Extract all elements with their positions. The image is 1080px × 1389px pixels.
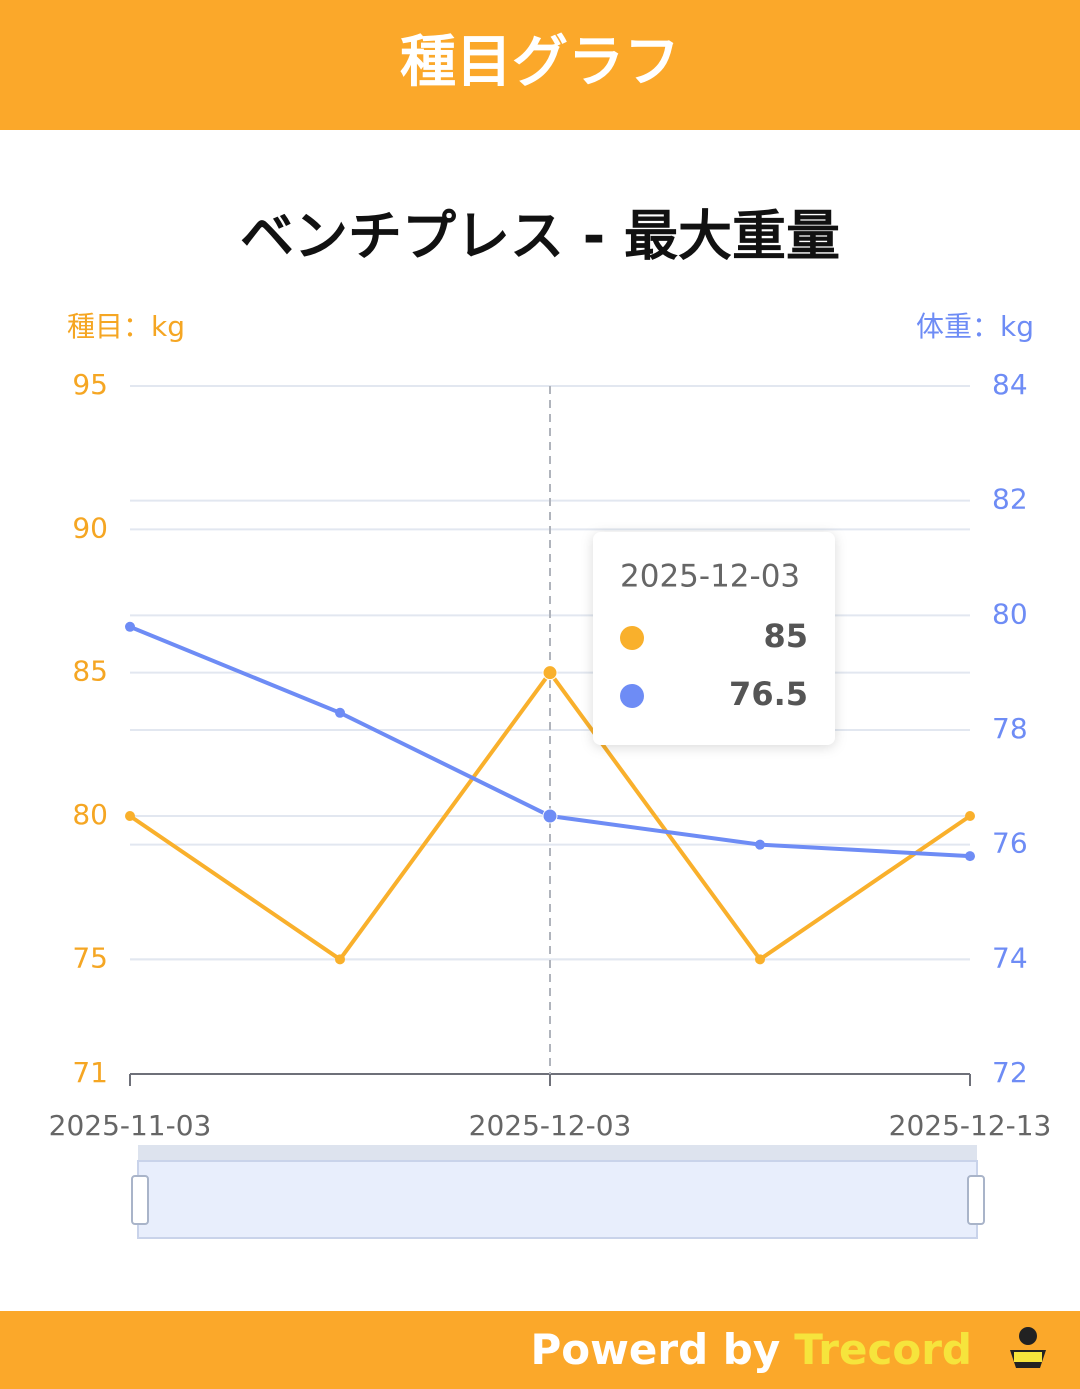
footer-prefix: Powerd by	[530, 1325, 780, 1374]
y-axis-label: 種目：kg	[67, 310, 185, 343]
header-title: 種目グラフ	[400, 30, 680, 95]
data-point	[965, 851, 975, 862]
zoom-bar[interactable]	[138, 1145, 977, 1161]
y2-tick-label: 72	[992, 1056, 1028, 1089]
x-tick-label: 2025-12-03	[469, 1109, 632, 1142]
data-point	[755, 839, 765, 850]
x-tick-label: 2025-12-13	[889, 1109, 1052, 1142]
y-tick-label: 71	[72, 1056, 108, 1089]
data-point	[755, 954, 765, 965]
data-point	[542, 665, 558, 681]
y2-tick-label: 74	[992, 941, 1028, 974]
y2-tick-label: 76	[992, 827, 1028, 860]
chart-title: ベンチプレス - 最大重量	[240, 205, 840, 268]
y-tick-label: 80	[72, 798, 108, 831]
logo	[1010, 1327, 1046, 1368]
tooltip-value: 76.5	[729, 675, 808, 713]
tooltip-marker	[620, 684, 644, 708]
y-tick-label: 90	[72, 511, 108, 544]
data-point	[965, 811, 975, 821]
zoom-handle-left[interactable]	[131, 1175, 149, 1225]
header-bar	[0, 0, 1080, 130]
y-tick-label: 85	[72, 655, 108, 688]
tooltip: 2025-12-03 85 76.5	[593, 532, 835, 745]
y2-tick-label: 80	[992, 597, 1028, 630]
data-point	[542, 808, 558, 824]
x-tick-label: 2025-11-03	[49, 1109, 212, 1142]
y2-tick-label: 78	[992, 712, 1028, 745]
tooltip-date: 2025-12-03	[620, 559, 800, 595]
zoom-handle-right[interactable]	[967, 1175, 985, 1225]
y-tick-label: 75	[72, 941, 108, 974]
tooltip-value: 85	[763, 617, 808, 655]
footer-bar	[0, 1311, 1080, 1389]
data-point	[125, 811, 135, 821]
data-point	[335, 707, 345, 718]
y2-tick-label: 84	[992, 368, 1028, 401]
data-point	[335, 954, 345, 965]
zoom-window[interactable]	[137, 1160, 978, 1239]
y-tick-label: 95	[72, 368, 108, 401]
tooltip-marker	[620, 626, 644, 650]
data-point	[125, 621, 135, 632]
footer-brand: Trecord	[794, 1325, 972, 1374]
y2-tick-label: 82	[992, 483, 1028, 516]
tooltip-box	[593, 532, 835, 745]
y2-axis-label: 体重：kg	[916, 310, 1034, 343]
footer-text: Powerd by Trecord	[530, 1325, 972, 1374]
plot: 71 75 80 85 90 95 72 74 76 78 80 82 84 2025-11-03 2025…	[49, 368, 1052, 1142]
